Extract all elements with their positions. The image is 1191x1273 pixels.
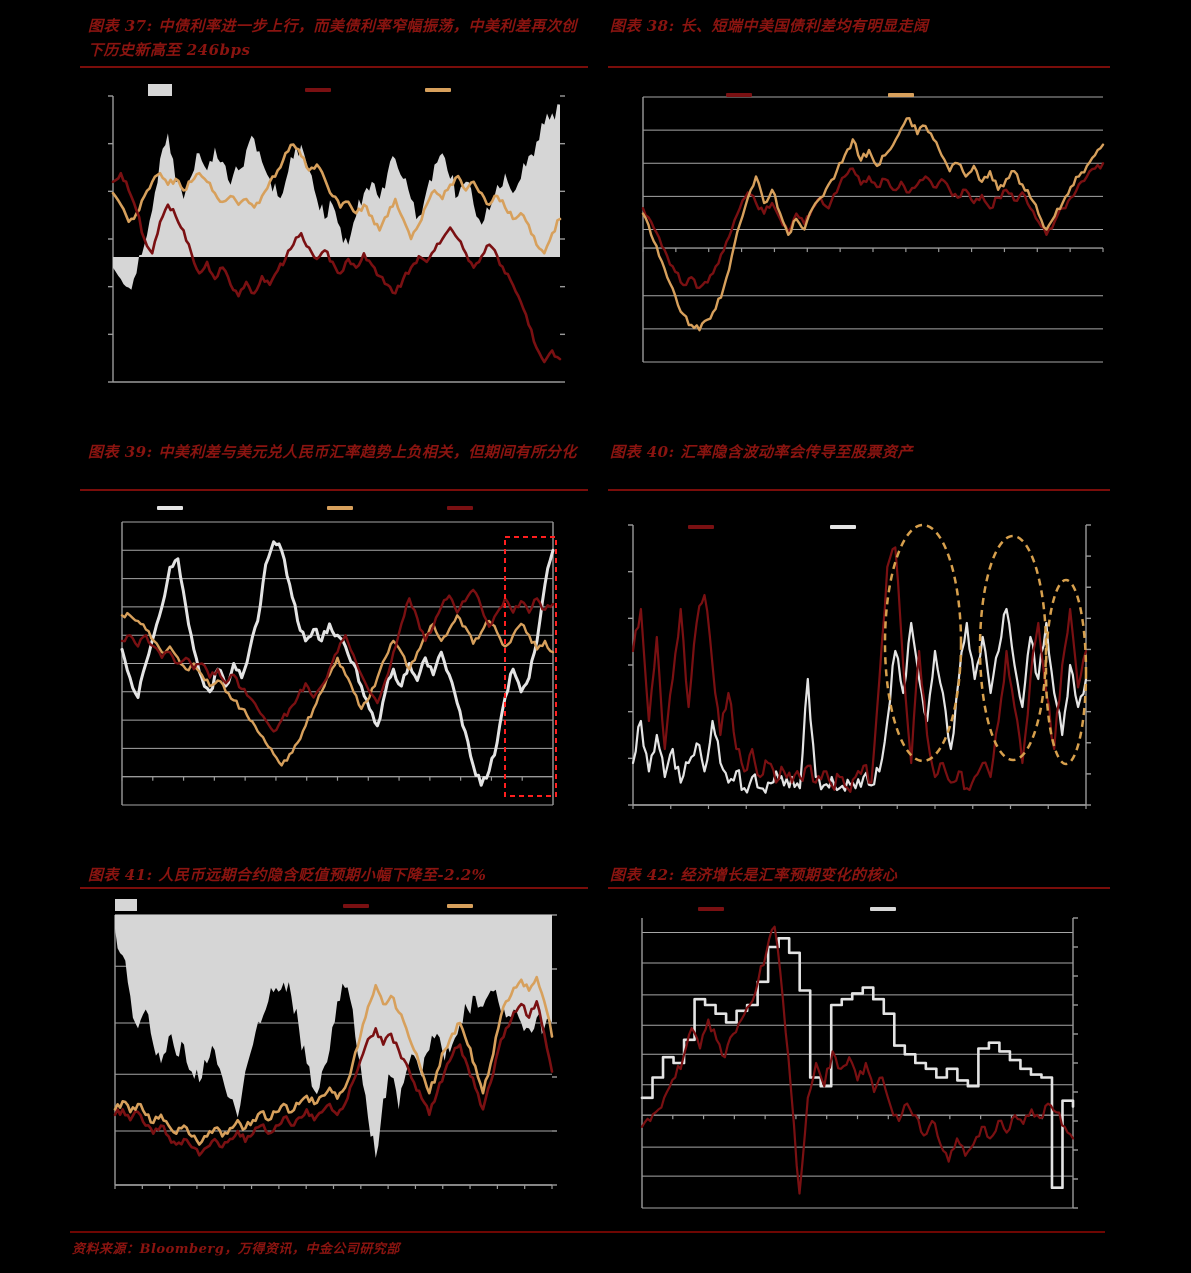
figure-39: 图表 39: 中美利差与美元兑人民币汇率趋势上负相关，但期间有所分化 (80, 440, 592, 820)
legend-swatch (698, 907, 724, 911)
figure-41-title: 图表 41: 人民币远期合约隐含贬值预期小幅下降至-2.2% (88, 866, 487, 884)
series-tan-yield (111, 143, 562, 255)
figure-41: 图表 41: 人民币远期合约隐含贬值预期小幅下降至-2.2% (80, 863, 592, 1233)
figure-37: 图表 37: 中债利率进一步上行，而美债利率窄幅振荡，中美利差再次创下历史新高至… (80, 14, 592, 434)
figure-38-title-underline (608, 66, 1110, 68)
series-vol-white (631, 607, 1088, 794)
figure-41-title-underline (80, 887, 588, 889)
figure-40: 图表 40: 汇率隐含波动率会传导至股票资产 (600, 440, 1115, 820)
series-maroon-spread (641, 162, 1105, 289)
figure-37-title: 图表 37: 中债利率进一步上行，而美债利率窄幅振荡，中美利差再次创下历史新高至… (88, 17, 577, 59)
legend-swatch (688, 525, 714, 529)
series-growth-step-white (640, 937, 1075, 1189)
legend-swatch (343, 904, 369, 908)
series-tan-spread (641, 117, 1105, 332)
series-maroon-forward (113, 1000, 554, 1157)
legend-swatch (870, 907, 896, 911)
series-vol-maroon (631, 546, 1088, 793)
series-maroon-spread (120, 588, 555, 733)
legend-swatch (888, 93, 914, 97)
figure-39-title-underline (80, 489, 588, 491)
legend-swatch (305, 88, 331, 92)
chart-canvas-40 (628, 523, 1091, 809)
figure-40-title-underline (608, 489, 1110, 491)
legend-swatch (115, 899, 137, 911)
series-maroon-yield (111, 171, 562, 364)
chart-canvas-38 (641, 93, 1105, 363)
figure-42-chart (600, 893, 1115, 1230)
figure-42-title-underline (608, 887, 1110, 889)
chart-canvas-37 (108, 84, 565, 383)
highlight-ellipse (1044, 578, 1088, 766)
footer-source-text: 资料来源：Bloomberg，万得资讯，中金公司研究部 (72, 1242, 400, 1257)
figure-42-title: 图表 42: 经济增长是汇率预期变化的核心 (610, 866, 898, 884)
figure-42: 图表 42: 经济增长是汇率预期变化的核心 (600, 863, 1115, 1233)
chart-canvas-42 (640, 907, 1078, 1209)
series-fx-white (120, 540, 555, 787)
legend-swatch (327, 506, 353, 510)
series-depreciation-area (115, 915, 552, 1158)
figure-38-title: 图表 38: 长、短端中美国债利差均有明显走阔 (610, 17, 929, 35)
figure-38: 图表 38: 长、短端中美国债利差均有明显走阔 (600, 14, 1115, 434)
highlight-ellipse (883, 523, 963, 763)
chart-canvas-41 (113, 899, 557, 1189)
legend-swatch (830, 525, 856, 529)
legend-swatch (157, 506, 183, 510)
legend-swatch (425, 88, 451, 92)
figure-40-chart (600, 500, 1115, 815)
figure-39-chart (85, 500, 595, 815)
figure-39-title: 图表 39: 中美利差与美元兑人民币汇率趋势上负相关，但期间有所分化 (88, 443, 577, 461)
series-spread-area (113, 104, 560, 290)
series-tan-forward (113, 975, 554, 1146)
footer-divider (70, 1231, 1105, 1233)
legend-swatch (148, 84, 172, 96)
series-fx-expectation-maroon (640, 925, 1075, 1195)
legend-swatch (447, 904, 473, 908)
highlight-rect (504, 536, 557, 797)
legend-swatch (447, 506, 473, 510)
figure-41-chart (85, 893, 595, 1230)
legend-swatch (726, 93, 752, 97)
figure-37-chart (85, 80, 595, 432)
figure-40-title: 图表 40: 汇率隐含波动率会传导至股票资产 (610, 443, 913, 461)
figure-38-chart (600, 85, 1115, 375)
series-tan-spread (120, 611, 555, 767)
chart-canvas-39 (120, 506, 557, 806)
figure-37-title-underline (80, 66, 588, 68)
